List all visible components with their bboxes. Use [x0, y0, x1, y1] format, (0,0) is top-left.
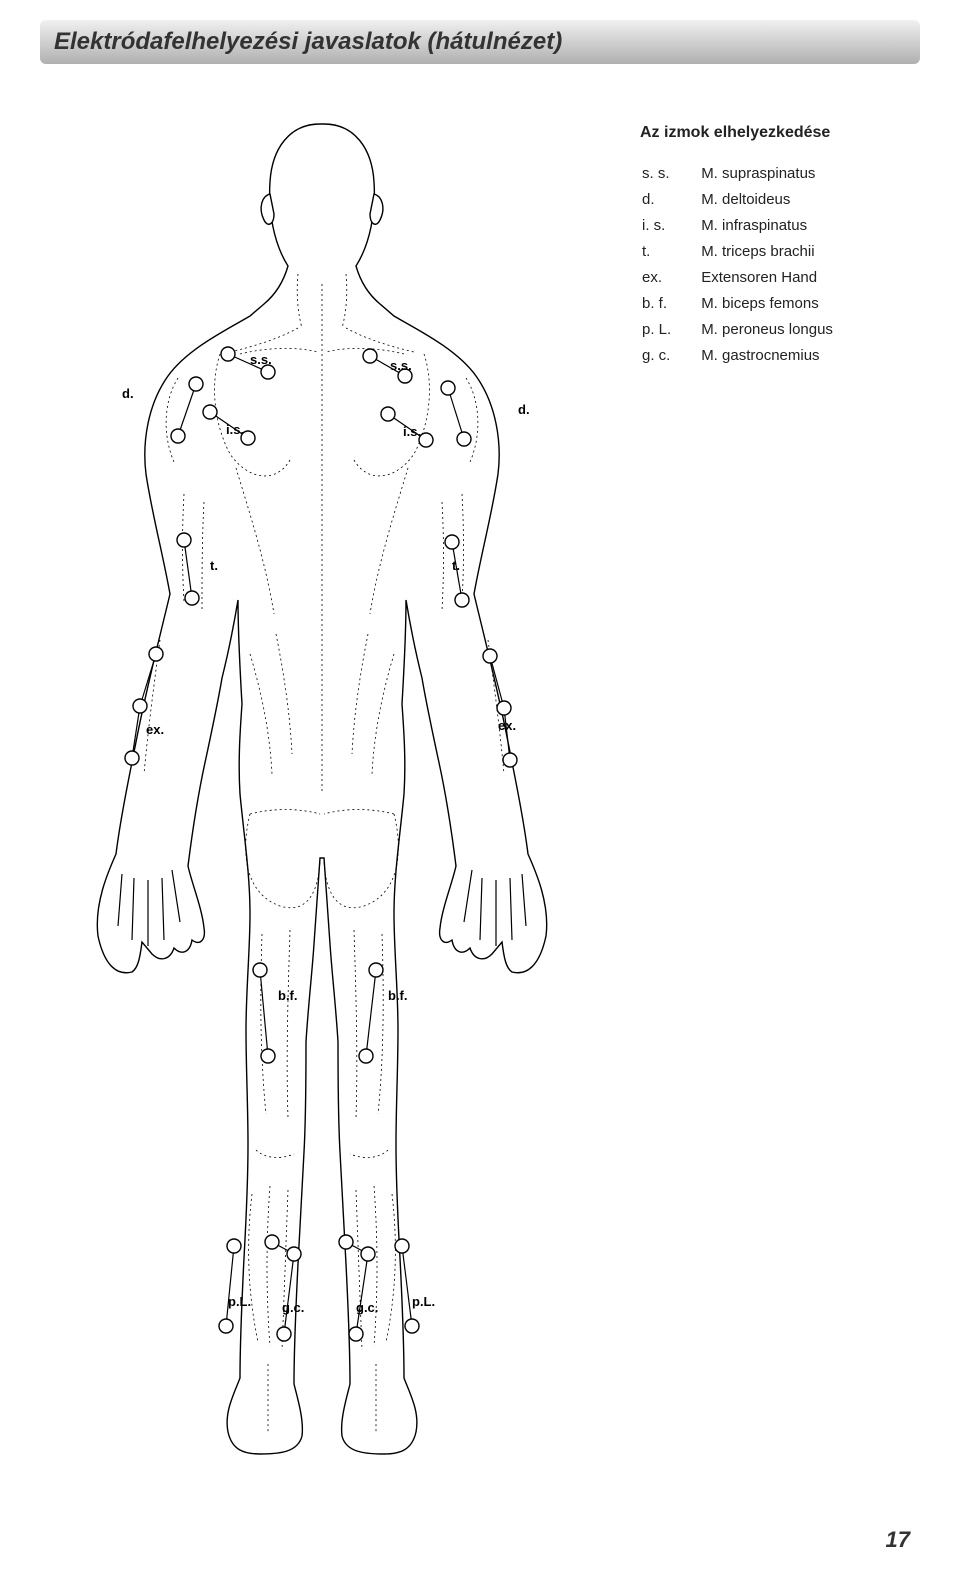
electrode-marker [177, 533, 191, 547]
electrode-marker [265, 1235, 279, 1249]
electrode-marker [253, 963, 267, 977]
legend-row: ex.Extensoren Hand [642, 266, 861, 290]
legend-abbr: t. [642, 240, 699, 264]
legend-row: i. s.M. infraspinatus [642, 214, 861, 238]
electrode-marker [361, 1247, 375, 1261]
electrode-marker [455, 593, 469, 607]
electrode-marker [133, 699, 147, 713]
electrode-label: g.c. [282, 1300, 304, 1315]
electrode-marker [219, 1319, 233, 1333]
legend-abbr: b. f. [642, 292, 699, 316]
electrode-label: p.L. [228, 1294, 251, 1309]
electrode-marker [221, 347, 235, 361]
legend-row: g. c.M. gastrocnemius [642, 344, 861, 368]
electrode-label: s.s. [390, 358, 412, 373]
electrode-marker [497, 701, 511, 715]
legend-muscle-name: M. gastrocnemius [701, 344, 861, 368]
legend-muscle-name: M. deltoideus [701, 188, 861, 212]
page-title: Elektródafelhelyezési javaslatok (hátuln… [54, 28, 906, 56]
legend-abbr: s. s. [642, 162, 699, 186]
legend-muscle-name: M. peroneus longus [701, 318, 861, 342]
electrode-marker [457, 432, 471, 446]
electrode-label: t. [210, 558, 218, 573]
electrode-label: g.c. [356, 1300, 378, 1315]
legend-row: p. L.M. peroneus longus [642, 318, 861, 342]
legend-title: Az izmok elhelyezkedése [640, 124, 920, 142]
electrode-connector [226, 1246, 234, 1326]
legend-table: s. s.M. supraspinatusd.M. deltoideusi. s… [640, 160, 863, 370]
legend-muscle-name: M. biceps femons [701, 292, 861, 316]
electrode-marker [363, 349, 377, 363]
electrode-marker [483, 649, 497, 663]
electrode-marker [149, 647, 163, 661]
electrode-label: d. [122, 386, 134, 401]
electrode-connector [402, 1246, 412, 1326]
legend-row: b. f.M. biceps femons [642, 292, 861, 316]
legend-muscle-name: M. infraspinatus [701, 214, 861, 238]
content: s.s.s.s.d.d.i.s.i.s.t.t.ex.ex.b.f.b.f.p.… [40, 94, 920, 1479]
legend-abbr: d. [642, 188, 699, 212]
legend-row: s. s.M. supraspinatus [642, 162, 861, 186]
legend-muscle-name: M. supraspinatus [701, 162, 861, 186]
legend-row: d.M. deltoideus [642, 188, 861, 212]
legend-abbr: ex. [642, 266, 699, 290]
electrode-marker [381, 407, 395, 421]
legend-row: t.M. triceps brachii [642, 240, 861, 264]
electrode-marker [441, 381, 455, 395]
legend-muscle-name: Extensoren Hand [701, 266, 861, 290]
electrode-label: s.s. [250, 352, 272, 367]
legend-muscle-name: M. triceps brachii [701, 240, 861, 264]
electrode-label: i.s. [226, 422, 244, 437]
electrode-marker [287, 1247, 301, 1261]
electrode-label: b.f. [388, 988, 408, 1003]
electrode-label: ex. [146, 722, 164, 737]
page-number: 17 [886, 1527, 910, 1553]
electrode-marker [203, 405, 217, 419]
legend-area: Az izmok elhelyezkedése s. s.M. supraspi… [630, 94, 920, 1479]
figure-area: s.s. s.s. d. d. i.s. i.s. t. t. ex. ex. b.f. b.f. p.… [40, 94, 610, 1479]
electrode-marker [359, 1049, 373, 1063]
title-bar: Elektródafelhelyezési javaslatok (hátuln… [40, 20, 920, 64]
electrode-marker [185, 591, 199, 605]
electrode-marker [445, 535, 459, 549]
electrode-marker [349, 1327, 363, 1341]
electrode-marker [339, 1235, 353, 1249]
electrode-label: ex. [498, 718, 516, 733]
electrode-marker [189, 377, 203, 391]
electrode-marker [227, 1239, 241, 1253]
legend-abbr: g. c. [642, 344, 699, 368]
electrode-label: t. [452, 558, 460, 573]
legend-abbr: p. L. [642, 318, 699, 342]
electrode-marker [503, 753, 517, 767]
body-posterior-diagram: s.s. s.s. d. d. i.s. i.s. t. t. ex. ex. b.f. b.f. p.… [50, 94, 610, 1474]
electrode-label: p.L. [412, 1294, 435, 1309]
electrode-marker [171, 429, 185, 443]
electrode-label: i.s. [403, 424, 421, 439]
electrode-marker [277, 1327, 291, 1341]
page: Elektródafelhelyezési javaslatok (hátuln… [0, 0, 960, 1573]
electrode-marker [369, 963, 383, 977]
electrode-marker [125, 751, 139, 765]
electrode-marker [261, 365, 275, 379]
electrode-marker [405, 1319, 419, 1333]
electrode-label: d. [518, 402, 530, 417]
electrode-label: b.f. [278, 988, 298, 1003]
electrode-marker [261, 1049, 275, 1063]
legend-abbr: i. s. [642, 214, 699, 238]
electrode-marker [395, 1239, 409, 1253]
electrode-marker [419, 433, 433, 447]
